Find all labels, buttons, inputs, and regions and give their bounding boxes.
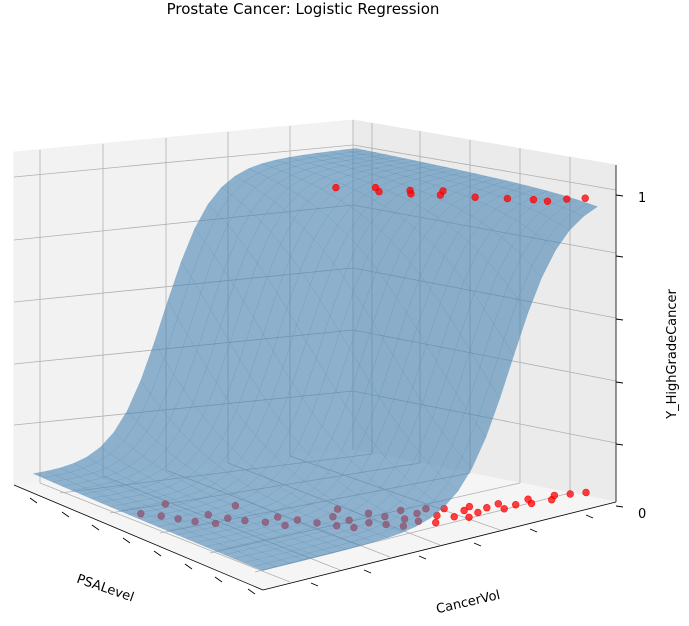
tick-labels: 1 0 — [638, 191, 646, 522]
data-point — [471, 193, 479, 201]
data-point — [566, 490, 574, 498]
data-point — [450, 513, 458, 521]
data-point — [581, 194, 589, 202]
z-tick-label-1: 1 — [638, 191, 646, 206]
x-axis-label: PSALevel — [75, 572, 136, 606]
data-point — [503, 194, 512, 203]
data-point — [582, 488, 590, 497]
data-point — [511, 501, 520, 509]
z-axis-label: Y_HighGradeCancer — [665, 288, 680, 419]
data-point — [460, 506, 468, 515]
data-point — [494, 500, 502, 508]
surface-patch — [342, 148, 367, 153]
data-point — [332, 183, 340, 192]
data-point — [483, 504, 491, 512]
data-point — [500, 505, 508, 513]
z-tick-label-0: 0 — [638, 507, 646, 522]
data-point — [371, 183, 380, 192]
data-point — [543, 197, 552, 206]
data-point — [524, 495, 532, 503]
data-point — [563, 195, 571, 203]
data-point — [439, 187, 447, 195]
data-point — [474, 508, 482, 517]
chart-title: Prostate Cancer: Logistic Regression — [167, 0, 440, 18]
logistic-surface — [32, 148, 598, 571]
data-point — [432, 518, 440, 527]
data-point — [550, 491, 559, 500]
points-front — [332, 183, 589, 206]
data-point — [529, 196, 538, 204]
data-point — [465, 502, 474, 511]
axis-lines — [13, 165, 624, 595]
data-point — [465, 513, 473, 521]
y-axis-label: CancerVol — [435, 588, 502, 617]
data-point — [406, 186, 414, 195]
